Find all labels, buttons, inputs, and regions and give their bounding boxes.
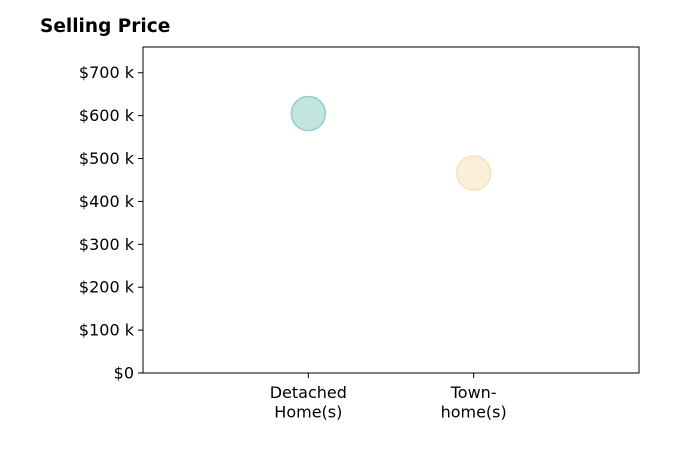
y-tick-label: $700 k <box>79 63 135 82</box>
y-tick-label: $600 k <box>79 106 135 125</box>
x-axis: Detached Home(s) Town-home(s) <box>270 373 507 422</box>
data-points <box>290 95 492 191</box>
x-tick-label: Detached Home(s) <box>270 383 347 422</box>
x-tick-label: Town-home(s) <box>441 383 507 422</box>
y-tick-label: $300 k <box>79 235 135 254</box>
y-tick-label: $200 k <box>79 278 135 297</box>
data-point <box>455 155 492 191</box>
y-axis: $0 $100 k $200 k $300 k $400 k $500 k $600 k $7… <box>79 63 143 383</box>
y-tick-label: $0 <box>114 364 134 383</box>
chart-title: Selling Price <box>40 16 171 37</box>
y-tick-label: $100 k <box>79 321 135 340</box>
y-tick-label: $500 k <box>79 149 135 168</box>
plot-area <box>142 46 640 374</box>
data-point <box>290 95 327 132</box>
y-tick-label: $400 k <box>79 192 135 211</box>
